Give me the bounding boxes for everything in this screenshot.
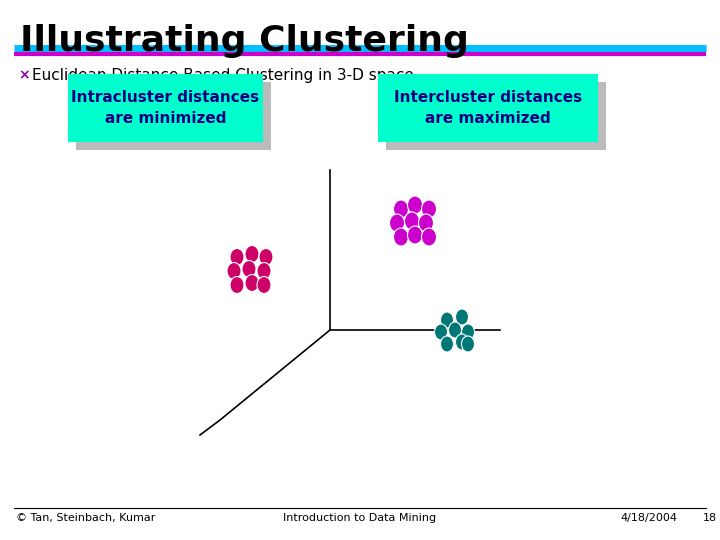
Text: Euclidean Distance Based Clustering in 3-D space.: Euclidean Distance Based Clustering in 3…: [32, 68, 419, 83]
Ellipse shape: [421, 228, 436, 246]
Ellipse shape: [257, 262, 271, 280]
FancyBboxPatch shape: [386, 82, 606, 150]
Text: Illustrating Clustering: Illustrating Clustering: [20, 24, 469, 58]
Ellipse shape: [441, 312, 454, 328]
Ellipse shape: [408, 196, 423, 214]
Ellipse shape: [462, 324, 474, 340]
Text: ×: ×: [18, 68, 30, 82]
Ellipse shape: [421, 200, 436, 218]
Ellipse shape: [441, 336, 454, 352]
Ellipse shape: [227, 262, 241, 280]
Ellipse shape: [230, 248, 244, 266]
Text: 18: 18: [703, 513, 717, 523]
Ellipse shape: [456, 334, 469, 350]
FancyBboxPatch shape: [76, 82, 271, 150]
Text: 4/18/2004: 4/18/2004: [620, 513, 677, 523]
Ellipse shape: [408, 226, 423, 244]
Ellipse shape: [230, 276, 244, 294]
Text: Intracluster distances
are minimized: Intracluster distances are minimized: [71, 90, 260, 126]
Ellipse shape: [405, 212, 420, 230]
Ellipse shape: [449, 322, 462, 338]
Ellipse shape: [390, 214, 405, 232]
Ellipse shape: [418, 214, 433, 232]
Ellipse shape: [434, 324, 448, 340]
Text: Introduction to Data Mining: Introduction to Data Mining: [284, 513, 436, 523]
Ellipse shape: [245, 246, 259, 262]
Ellipse shape: [456, 309, 469, 325]
Ellipse shape: [394, 200, 408, 218]
Ellipse shape: [242, 260, 256, 278]
Ellipse shape: [259, 248, 273, 266]
Text: © Tan, Steinbach, Kumar: © Tan, Steinbach, Kumar: [16, 513, 156, 523]
Ellipse shape: [245, 274, 259, 292]
Ellipse shape: [394, 228, 408, 246]
Text: Intercluster distances
are maximized: Intercluster distances are maximized: [394, 90, 582, 126]
FancyBboxPatch shape: [378, 74, 598, 142]
Ellipse shape: [462, 336, 474, 352]
FancyBboxPatch shape: [68, 74, 263, 142]
Ellipse shape: [257, 276, 271, 294]
